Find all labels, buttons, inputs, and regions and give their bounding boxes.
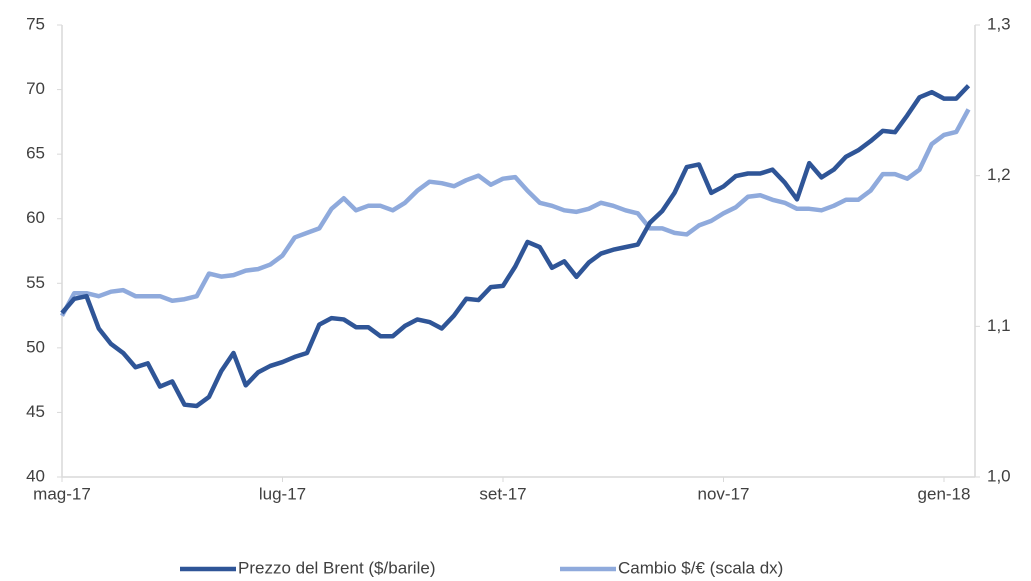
y-tick-label: 70 xyxy=(26,79,45,98)
y2-tick-label: 1,3 xyxy=(987,14,1011,33)
y-tick-label: 75 xyxy=(26,14,45,33)
legend-label: Cambio $/€ (scala dx) xyxy=(618,558,783,577)
y2-tick-label: 1,2 xyxy=(987,165,1011,184)
x-tick-label: gen-18 xyxy=(918,484,971,503)
y-tick-label: 55 xyxy=(26,273,45,292)
y-tick-label: 60 xyxy=(26,208,45,227)
series-line xyxy=(60,108,971,317)
y-tick-label: 50 xyxy=(26,337,45,356)
series-line xyxy=(60,84,971,409)
x-tick-label: set-17 xyxy=(479,484,526,503)
y2-tick-label: 1,0 xyxy=(987,466,1011,485)
x-tick-label: nov-17 xyxy=(698,484,750,503)
y2-tick-label: 1,1 xyxy=(987,316,1011,335)
x-tick-label: mag-17 xyxy=(33,484,91,503)
y-tick-label: 40 xyxy=(26,466,45,485)
y-tick-label: 45 xyxy=(26,402,45,421)
x-tick-label: lug-17 xyxy=(259,484,306,503)
legend-label: Prezzo del Brent ($/barile) xyxy=(238,558,435,577)
y-tick-label: 65 xyxy=(26,144,45,163)
